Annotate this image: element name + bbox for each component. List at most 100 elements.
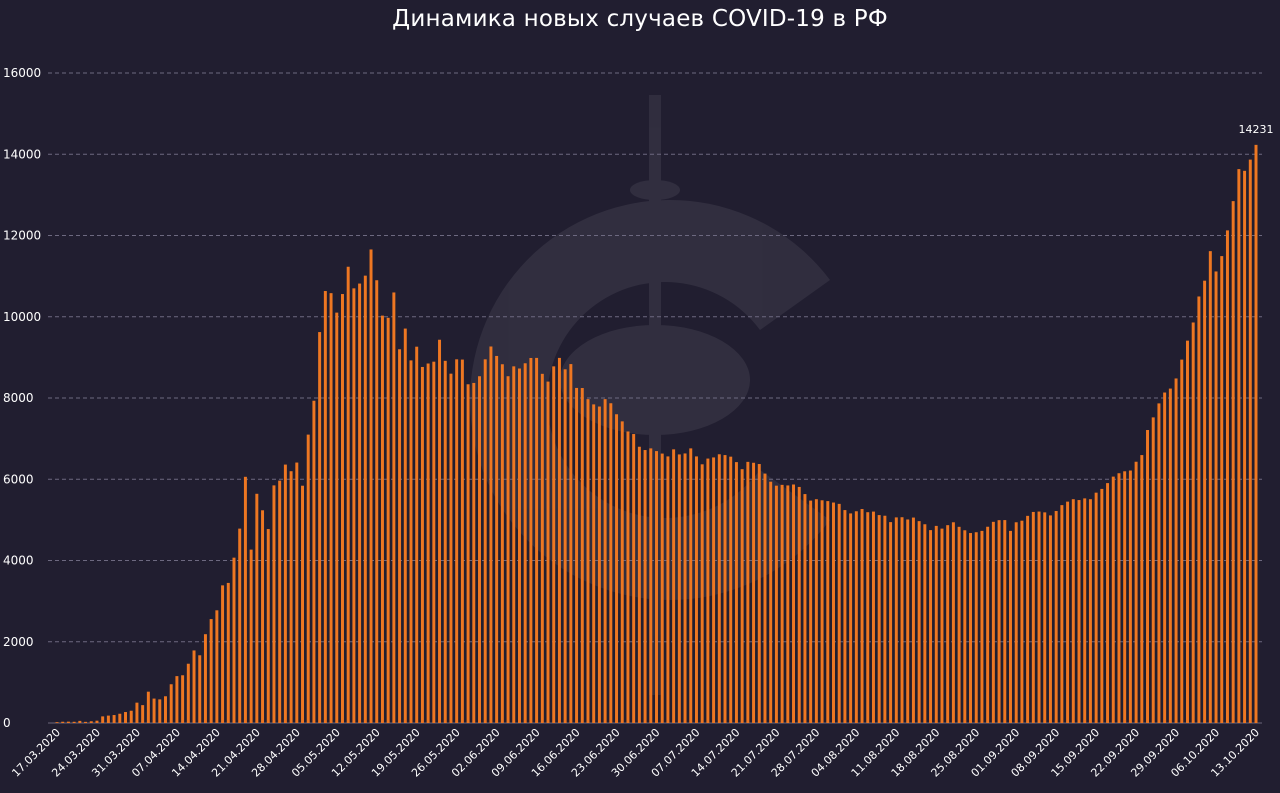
bar [203, 634, 207, 723]
bar [278, 480, 282, 723]
bar [894, 517, 898, 723]
bar [1111, 476, 1115, 723]
bar [837, 503, 841, 723]
bar [974, 532, 978, 723]
bar [1014, 522, 1018, 723]
bar [569, 364, 573, 723]
bar [363, 275, 367, 723]
bar [666, 456, 670, 723]
bar [164, 696, 167, 723]
bar [586, 399, 590, 723]
bar [615, 414, 619, 723]
bar [141, 705, 145, 724]
bar [866, 512, 870, 723]
bar [717, 454, 721, 723]
bar [118, 713, 122, 723]
bar [729, 456, 733, 723]
bar [803, 494, 807, 723]
bar [946, 525, 950, 723]
bar [660, 453, 664, 723]
bar [500, 364, 504, 723]
bar [552, 366, 556, 723]
bar [820, 500, 824, 723]
y-tick-label: 16000 [3, 66, 41, 80]
bar [929, 530, 933, 723]
y-tick-label: 14000 [3, 147, 41, 161]
bar [335, 312, 339, 723]
bar [906, 519, 910, 723]
bar [1026, 515, 1030, 723]
bar [1203, 280, 1207, 723]
bar [963, 530, 967, 723]
bar [198, 655, 202, 723]
bar [1048, 515, 1052, 723]
bar [1083, 498, 1087, 723]
bar [415, 346, 419, 723]
bar [746, 461, 750, 723]
y-tick-label: 2000 [3, 635, 34, 649]
bar [1066, 501, 1070, 723]
bar [1191, 322, 1195, 723]
bar [712, 457, 716, 723]
bar [1146, 430, 1149, 723]
bar [1197, 296, 1201, 723]
bar [506, 376, 510, 723]
bar [1208, 251, 1212, 723]
bar [1071, 499, 1075, 723]
bar [1163, 392, 1167, 723]
bar [152, 698, 156, 723]
bar [1106, 483, 1110, 723]
bar [923, 524, 927, 723]
bar [934, 525, 938, 723]
bar [112, 715, 116, 723]
bar [546, 381, 550, 723]
bar [1009, 530, 1012, 723]
bar [392, 292, 396, 723]
bar [517, 368, 521, 723]
bar [409, 360, 413, 723]
bar [398, 349, 402, 723]
bar [89, 721, 93, 723]
bar [763, 473, 767, 723]
bar [318, 332, 322, 723]
bar [283, 464, 287, 723]
bar [289, 471, 293, 723]
bar [101, 716, 105, 723]
bar [535, 357, 539, 723]
y-tick-label: 10000 [3, 310, 41, 324]
bar [369, 249, 373, 723]
bar [849, 513, 853, 723]
bar [637, 446, 641, 723]
bar [449, 373, 453, 723]
bar [129, 710, 133, 723]
bar [478, 376, 481, 723]
bar [557, 357, 561, 723]
bar [757, 464, 761, 723]
bar [306, 434, 310, 723]
bar [192, 650, 196, 723]
bar [706, 458, 710, 723]
bar [752, 462, 756, 723]
bar [986, 526, 990, 723]
bar [700, 464, 704, 723]
bar [1243, 170, 1247, 723]
bar [603, 399, 607, 723]
bar [1214, 271, 1218, 723]
bar [175, 676, 179, 723]
bar [1003, 520, 1007, 723]
bar [215, 610, 219, 723]
last-value-label: 14231 [1239, 123, 1274, 136]
bar [72, 721, 76, 723]
bar [243, 476, 247, 723]
bar [854, 511, 858, 723]
bar [672, 449, 676, 723]
bar [55, 722, 59, 723]
bar [272, 485, 276, 723]
bar [312, 400, 316, 723]
bar [329, 293, 333, 723]
bar [620, 421, 624, 723]
bar [1168, 388, 1172, 723]
bar [1020, 520, 1024, 723]
